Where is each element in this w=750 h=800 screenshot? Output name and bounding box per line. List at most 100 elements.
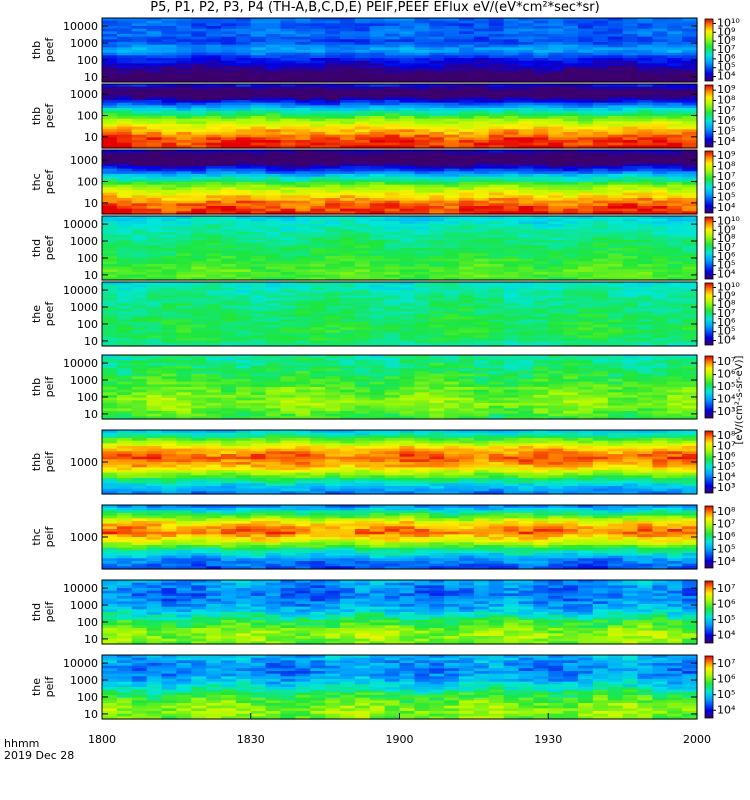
heatmap-cell <box>459 324 475 328</box>
heatmap-cell <box>102 211 118 215</box>
heatmap-cell <box>518 245 534 249</box>
heatmap-cell <box>384 121 401 125</box>
heatmap-cell <box>102 42 118 46</box>
heatmap-cell <box>414 63 430 67</box>
heatmap-cell <box>191 168 207 172</box>
heatmap-cell <box>340 92 356 96</box>
heatmap-cell <box>459 124 475 128</box>
heatmap-cell <box>146 179 163 183</box>
heatmap-cell <box>176 102 192 106</box>
heatmap-cell <box>607 42 624 46</box>
heatmap-cell <box>250 121 267 125</box>
heatmap-cell <box>325 97 341 101</box>
heatmap-cell <box>399 303 415 307</box>
heatmap-cell <box>131 314 148 318</box>
heatmap-cell <box>459 66 475 70</box>
heatmap-cell <box>369 324 386 328</box>
heatmap-cell <box>191 26 207 30</box>
heatmap-cell <box>384 176 401 180</box>
heatmap-cell <box>176 266 192 270</box>
heatmap-cell <box>473 66 490 70</box>
heatmap-cell <box>191 36 207 40</box>
heatmap-cell <box>652 319 668 323</box>
heatmap-cell <box>191 105 207 109</box>
heatmap-cell <box>206 234 222 238</box>
heatmap-cell <box>280 264 296 268</box>
heatmap-cell <box>354 105 371 109</box>
heatmap-cell <box>563 168 579 172</box>
heatmap-cell <box>191 158 207 162</box>
heatmap-cell <box>563 121 579 125</box>
heatmap-cell <box>667 300 683 304</box>
heatmap-cell <box>622 245 639 249</box>
heatmap-cell <box>384 110 401 114</box>
heatmap-cell <box>518 129 534 133</box>
heatmap-cell <box>102 68 118 72</box>
heatmap-cell <box>652 50 668 54</box>
heatmap-cell <box>235 18 252 22</box>
heatmap-cell <box>667 150 683 154</box>
heatmap-cell <box>384 50 401 54</box>
heatmap-cell <box>221 124 237 128</box>
heatmap-cell <box>221 102 237 106</box>
heatmap-cell <box>295 208 311 212</box>
heatmap-cell <box>622 324 639 328</box>
heatmap-cell <box>265 261 282 265</box>
heatmap-cell <box>652 295 668 299</box>
heatmap-cell <box>354 182 371 186</box>
heatmap-cell <box>578 66 594 70</box>
heatmap-cell <box>429 198 445 202</box>
heatmap-cell <box>563 303 579 307</box>
heatmap-cell <box>369 195 386 199</box>
heatmap-cell <box>250 105 267 109</box>
heatmap-cell <box>116 76 133 80</box>
heatmap-cell <box>369 308 386 312</box>
heatmap-cell <box>325 105 341 109</box>
heatmap-cell <box>325 264 341 268</box>
heatmap-cell <box>235 168 252 172</box>
heatmap-cell <box>518 50 534 54</box>
heatmap-cell <box>414 327 430 331</box>
heatmap-cell <box>682 110 698 114</box>
heatmap-cell <box>578 132 594 136</box>
heatmap-cell <box>354 295 371 299</box>
heatmap-cell <box>429 200 445 204</box>
heatmap-cell <box>384 256 401 260</box>
heatmap-cell <box>310 319 326 323</box>
heatmap-cell <box>235 94 252 98</box>
heatmap-cell <box>578 314 594 318</box>
heatmap-cell <box>265 226 282 230</box>
heatmap-cell <box>578 277 594 281</box>
heatmap-cell <box>429 39 445 43</box>
heatmap-cell <box>682 116 698 120</box>
heatmap-cell <box>191 39 207 43</box>
heatmap-cell <box>607 261 624 265</box>
heatmap-cell <box>459 168 475 172</box>
heatmap-cell <box>578 79 594 83</box>
heatmap-cell <box>340 50 356 54</box>
heatmap-cell <box>518 200 534 204</box>
heatmap-cell <box>459 308 475 312</box>
heatmap-cell <box>429 264 445 268</box>
heatmap-cell <box>191 140 207 144</box>
heatmap-cell <box>563 322 579 326</box>
heatmap-cell <box>265 266 282 270</box>
heatmap-cell <box>652 79 668 83</box>
heatmap-cell <box>399 94 415 98</box>
heatmap-cell <box>578 28 594 32</box>
heatmap-cell <box>563 42 579 46</box>
heatmap-cell <box>369 55 386 59</box>
heatmap-cell <box>325 150 341 154</box>
heatmap-cell <box>607 132 624 136</box>
heatmap-cell <box>607 129 624 133</box>
heatmap-cell <box>221 121 237 125</box>
heatmap-cell <box>682 272 698 276</box>
heatmap-cell <box>310 132 326 136</box>
heatmap-cell <box>473 97 490 101</box>
heatmap-cell <box>399 36 415 40</box>
heatmap-cell <box>295 179 311 183</box>
heatmap-cell <box>250 182 267 186</box>
heatmap-cell <box>488 300 505 304</box>
heatmap-cell <box>548 60 564 64</box>
heatmap-cell <box>102 195 118 199</box>
